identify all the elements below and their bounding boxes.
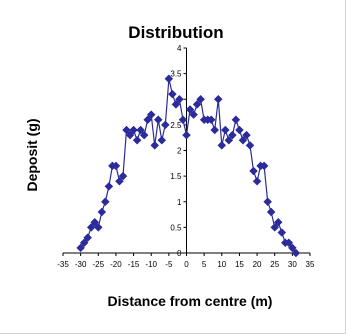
x-tick-label: -20 <box>110 260 122 269</box>
data-point <box>178 115 188 125</box>
data-point <box>284 238 294 248</box>
data-point <box>175 94 184 104</box>
data-point <box>242 130 251 140</box>
x-tick-label: 30 <box>288 260 297 269</box>
y-tick-label: 2.5 <box>170 121 182 130</box>
data-point <box>118 171 128 181</box>
data-point <box>132 135 142 145</box>
chart-title: Distribution <box>128 23 223 42</box>
x-tick-label: -15 <box>128 260 140 269</box>
data-point <box>238 135 248 145</box>
plot-area: -35 -30 -25 -20 -15 -10 -5 0 5 10 15 20 25 30 35 0 0.5 1 1… <box>57 44 315 269</box>
data-point <box>189 110 198 119</box>
data-point <box>171 100 181 109</box>
data-point <box>213 94 223 104</box>
y-tick-label: 1 <box>177 198 182 207</box>
x-tick-label: -35 <box>57 260 69 269</box>
data-point <box>252 176 262 186</box>
data-point <box>125 130 135 140</box>
data-point <box>139 130 149 140</box>
y-tick-label: 3.5 <box>170 70 182 79</box>
data-point <box>206 115 216 125</box>
data-point <box>224 135 234 145</box>
x-tick-label: 15 <box>235 260 244 269</box>
x-axis-title: Distance from centre (m) <box>108 293 273 309</box>
data-point <box>93 223 103 232</box>
data-point <box>104 182 114 191</box>
data-point <box>220 125 230 135</box>
x-tick-label: -30 <box>75 260 87 269</box>
data-point <box>231 115 241 125</box>
y-tick-label: 2 <box>177 147 182 156</box>
data-point <box>288 243 297 253</box>
data-point <box>83 233 93 242</box>
data-point <box>291 248 301 258</box>
data-point <box>122 125 131 135</box>
data-point <box>146 110 156 119</box>
data-point <box>153 115 163 125</box>
data-point <box>160 120 170 130</box>
data-point <box>164 74 174 84</box>
data-point <box>143 115 153 125</box>
data-point <box>168 89 177 99</box>
y-axis-title: Deposit (g) <box>24 118 40 191</box>
x-tick-label: 25 <box>270 260 279 269</box>
data-point <box>115 176 124 186</box>
data-point <box>235 125 244 135</box>
y-tick-label: 0 <box>177 249 182 258</box>
data-point <box>129 125 138 135</box>
y-tick-label: 4 <box>177 44 182 53</box>
x-tick-label: -10 <box>145 260 157 269</box>
data-point <box>111 161 121 171</box>
x-tick-label: 0 <box>184 260 189 269</box>
y-tick-label: 1.5 <box>170 172 182 181</box>
data-point <box>90 217 100 227</box>
x-tick-label: -25 <box>93 260 105 269</box>
data-point <box>228 130 237 140</box>
data-point <box>263 197 273 207</box>
x-tick-label: 35 <box>306 260 315 269</box>
x-tick-label: 20 <box>253 260 262 269</box>
data-point <box>157 135 167 145</box>
y-tick-label: 0.5 <box>170 223 182 232</box>
data-point <box>136 125 145 135</box>
data-point <box>97 207 107 217</box>
data-point <box>249 166 258 176</box>
data-point <box>100 197 110 207</box>
data-point <box>76 243 85 253</box>
data-point <box>86 223 96 232</box>
data-point <box>185 105 195 114</box>
data-point <box>266 207 276 217</box>
data-point <box>210 125 220 135</box>
data-point <box>259 161 269 171</box>
data-point <box>245 141 255 150</box>
data-point <box>192 100 202 109</box>
data-point <box>196 94 205 104</box>
data-point <box>217 141 227 150</box>
x-tick-label: 5 <box>202 260 207 269</box>
data-point <box>270 223 280 232</box>
data-point <box>273 217 283 227</box>
data-point <box>277 228 287 237</box>
data-point <box>79 238 89 248</box>
x-tick-label: 10 <box>217 260 226 269</box>
data-point <box>150 141 160 150</box>
x-tick-label: -5 <box>165 260 173 269</box>
data-point <box>182 130 191 140</box>
